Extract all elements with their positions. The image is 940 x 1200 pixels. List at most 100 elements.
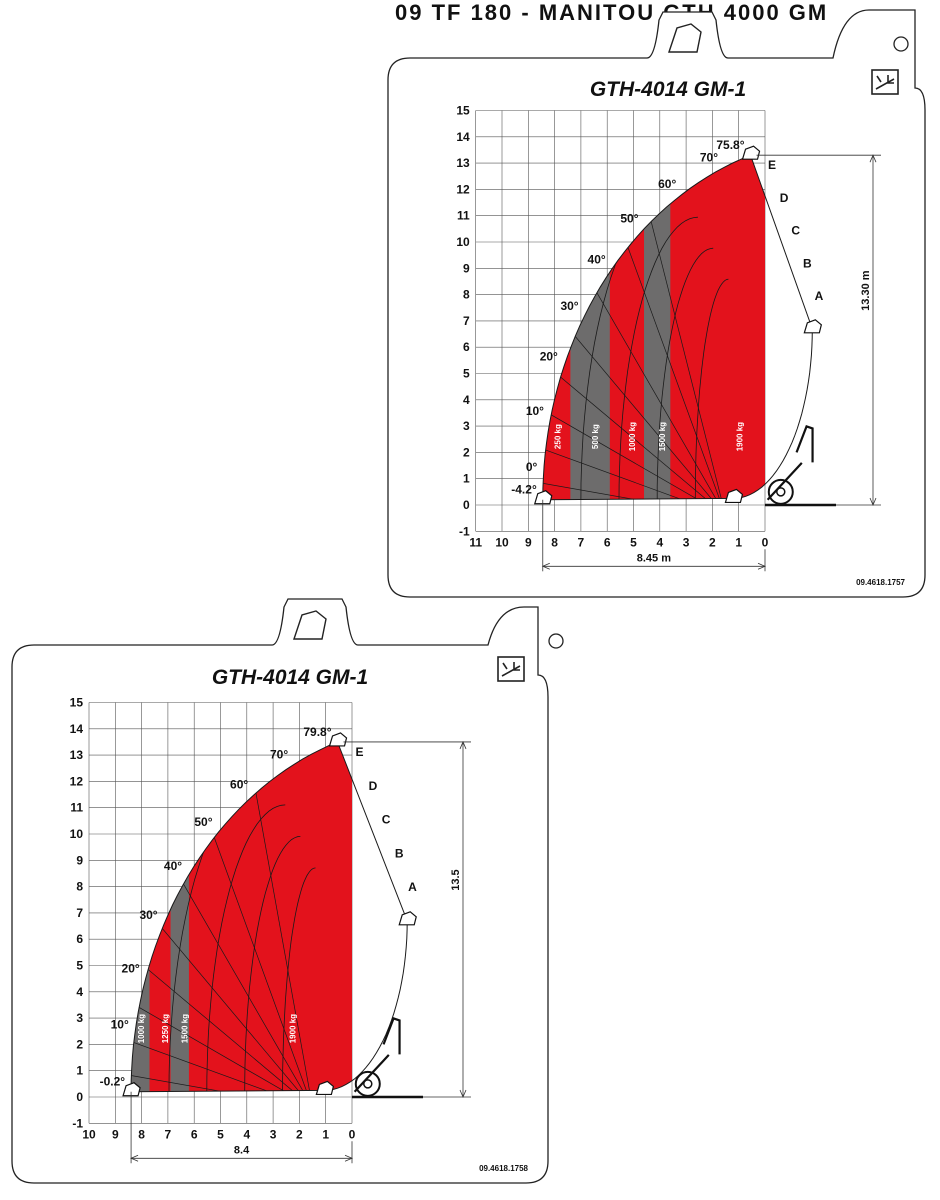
- x-tick-label: 7: [165, 1127, 172, 1141]
- icon-glyph: [501, 662, 521, 677]
- boom-angle-ray: [542, 278, 726, 500]
- telehandler-icon: [352, 1017, 424, 1099]
- boom-angle-ray: [542, 233, 726, 500]
- attachment-tab-icon: [293, 610, 327, 640]
- dimension-arrow: [344, 1154, 354, 1162]
- fork-carriage-icon: [328, 732, 348, 747]
- chart-title: GTH-4014 GM-1: [212, 666, 368, 689]
- y-tick-label: 13: [456, 156, 470, 170]
- y-tick-label: 10: [70, 827, 84, 841]
- x-tick-label: 10: [495, 535, 509, 549]
- envelope-outline: [542, 154, 813, 501]
- boom-stub-icon: [766, 425, 814, 501]
- x-tick-label: 6: [191, 1127, 198, 1141]
- extension-arc: [694, 278, 729, 500]
- x-tick-label: 2: [296, 1127, 303, 1141]
- boom-angle-label: -4.2°: [511, 483, 537, 497]
- y-tick-label: 15: [70, 696, 84, 710]
- boom-angle-ray: [542, 389, 726, 500]
- chart-title: GTH-4014 GM-1: [590, 78, 746, 101]
- x-tick-label: 3: [683, 535, 690, 549]
- x-tick-label: 6: [604, 535, 611, 549]
- y-tick-label: 1: [463, 472, 470, 486]
- capacity-zone-label: 1900 kg: [288, 1014, 297, 1043]
- y-tick-label: -1: [72, 1116, 83, 1130]
- telehandler-icon: [765, 425, 837, 507]
- boom-angle-label: 0°: [526, 460, 538, 474]
- max-height-label: 13.30 m: [860, 270, 872, 311]
- boom-angle-label: 50°: [620, 211, 638, 225]
- boom-angle-ray: [131, 981, 313, 1092]
- y-tick-label: -1: [459, 524, 470, 538]
- boom-angle-label: 70°: [270, 747, 288, 761]
- boom-angle-ray: [131, 870, 313, 1092]
- boom-angle-label: -0.2°: [100, 1075, 126, 1089]
- page-header-text: 09 TF 180 - MANITOU GTH 4000 GM: [395, 0, 828, 25]
- boom-angle-label: 79.8°: [303, 725, 331, 739]
- y-tick-label: 3: [76, 1011, 83, 1025]
- extension-zone-label: C: [791, 224, 800, 238]
- x-tick-label: 10: [82, 1127, 96, 1141]
- x-tick-label: 0: [349, 1127, 356, 1141]
- extension-arc: [656, 247, 714, 500]
- y-tick-label: 10: [456, 235, 470, 249]
- extension-zone-label: B: [395, 846, 404, 860]
- extension-zone-label: C: [382, 813, 391, 827]
- x-tick-label: 8: [138, 1127, 145, 1141]
- boom-angle-label: 50°: [194, 815, 212, 829]
- fork-carriage-icon: [803, 319, 823, 334]
- y-tick-label: 14: [456, 130, 470, 144]
- y-tick-label: 9: [463, 261, 470, 275]
- capacity-zone-label: 1500 kg: [658, 422, 667, 451]
- boom-angle-label: 30°: [139, 908, 157, 922]
- extension-zone-label: A: [815, 289, 824, 303]
- extension-arc: [206, 804, 286, 1092]
- max-reach-label: 8.45 m: [637, 552, 671, 564]
- y-tick-label: 2: [76, 1037, 83, 1051]
- forks-without-stabilizers-icon: [497, 656, 525, 682]
- attachment-tab-icon: [668, 23, 702, 53]
- reference-code: 09.4618.1757: [856, 578, 905, 587]
- y-tick-label: 1: [76, 1064, 83, 1078]
- x-tick-label: 3: [270, 1127, 277, 1141]
- y-tick-label: 8: [463, 288, 470, 302]
- icon-box: [871, 69, 899, 95]
- boom-angle-ray: [131, 825, 313, 1092]
- boom-angle-label: 60°: [230, 778, 248, 792]
- icon-glyph: [875, 75, 895, 90]
- fork-carriage-icon: [533, 490, 553, 505]
- dimension-arrow: [541, 562, 550, 570]
- dimension-arrow: [757, 562, 767, 570]
- y-tick-label: 5: [463, 367, 470, 381]
- capacity-zone-label: 1900 kg: [736, 422, 745, 451]
- y-tick-label: 6: [76, 932, 83, 946]
- boom-angle-label: 60°: [658, 177, 676, 191]
- x-tick-label: 9: [525, 535, 532, 549]
- x-tick-label: 1: [322, 1127, 329, 1141]
- x-tick-label: 9: [112, 1127, 119, 1141]
- x-tick-label: 8: [551, 535, 558, 549]
- y-tick-label: 11: [457, 209, 470, 223]
- y-tick-label: 8: [76, 880, 83, 894]
- y-tick-label: 5: [76, 959, 83, 973]
- fork-carriage-icon: [122, 1082, 141, 1097]
- reference-code: 09.4618.1758: [479, 1164, 528, 1173]
- max-height-label: 13.5: [450, 869, 462, 890]
- extension-zone-label: E: [355, 745, 363, 759]
- y-tick-label: 12: [456, 182, 470, 196]
- boom-angle-label: 40°: [588, 252, 606, 266]
- dimension-arrow: [459, 1089, 467, 1099]
- y-tick-label: 15: [456, 104, 470, 118]
- extension-zone-label: B: [803, 256, 812, 270]
- wheel-icon: [767, 478, 794, 505]
- capacity-zone-label: 1500 kg: [181, 1014, 190, 1043]
- max-reach-label: 8.4: [234, 1144, 250, 1156]
- hanging-ring-icon: [893, 36, 909, 52]
- y-tick-label: 6: [463, 340, 470, 354]
- y-tick-label: 9: [76, 853, 83, 867]
- forks-on-stabilizers-icon: [871, 69, 899, 95]
- hub-icon: [776, 487, 786, 497]
